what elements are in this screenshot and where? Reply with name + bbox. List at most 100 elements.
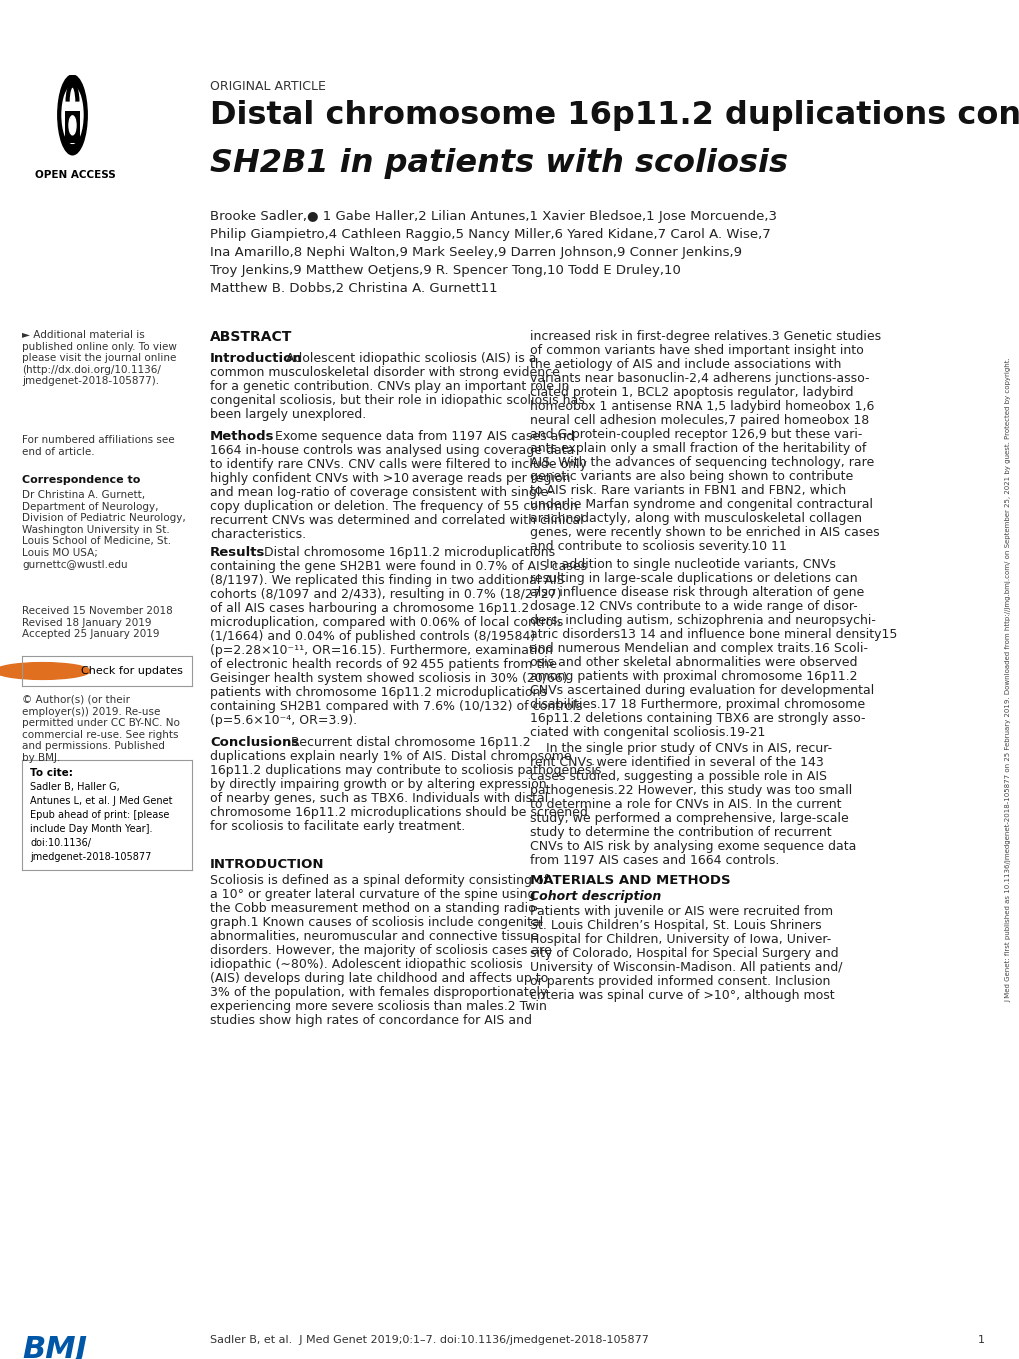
Text: copy duplication or deletion. The frequency of 55 common: copy duplication or deletion. The freque… (210, 500, 577, 512)
Circle shape (69, 116, 76, 135)
Text: the Cobb measurement method on a standing radio-: the Cobb measurement method on a standin… (210, 902, 540, 915)
Text: (AIS) develops during late childhood and affects up to: (AIS) develops during late childhood and… (210, 972, 548, 985)
Text: In the single prior study of CNVs in AIS, recur-: In the single prior study of CNVs in AIS… (530, 742, 832, 756)
Text: and G-protein-coupled receptor 126,9 but these vari-: and G-protein-coupled receptor 126,9 but… (530, 428, 861, 442)
Text: Sadler B, et al.  J Med Genet 2019;0:1–7. doi:10.1136/jmedgenet-2018-105877: Sadler B, et al. J Med Genet 2019;0:1–7.… (210, 1335, 648, 1345)
Text: Philip Giampietro,4 Cathleen Raggio,5 Nancy Miller,6 Yared Kidane,7 Carol A. Wis: Philip Giampietro,4 Cathleen Raggio,5 Na… (210, 228, 770, 241)
Text: 16p11.2 duplications may contribute to scoliosis pathogenesis: 16p11.2 duplications may contribute to s… (210, 764, 601, 777)
Text: Adolescent idiopathic scoliosis (AIS) is a: Adolescent idiopathic scoliosis (AIS) is… (278, 352, 536, 366)
Text: atric disorders13 14 and influence bone mineral density15: atric disorders13 14 and influence bone … (530, 628, 897, 641)
Text: also influence disease risk through alteration of gene: also influence disease risk through alte… (530, 586, 863, 599)
Text: neural cell adhesion molecules,7 paired homeobox 18: neural cell adhesion molecules,7 paired … (530, 414, 868, 427)
Text: congenital scoliosis, but their role in idiopathic scoliosis has: congenital scoliosis, but their role in … (210, 394, 584, 406)
Text: OPEN ACCESS: OPEN ACCESS (35, 170, 115, 179)
Text: to AIS risk. Rare variants in FBN1 and FBN2, which: to AIS risk. Rare variants in FBN1 and F… (530, 484, 846, 497)
Text: among patients with proximal chromosome 16p11.2: among patients with proximal chromosome … (530, 670, 857, 684)
Text: To cite:: To cite: (31, 768, 73, 777)
Text: the aetiology of AIS and include associations with: the aetiology of AIS and include associa… (530, 357, 841, 371)
Text: Introduction: Introduction (210, 352, 303, 366)
Text: osis and other skeletal abnormalities were observed: osis and other skeletal abnormalities we… (530, 656, 857, 669)
FancyBboxPatch shape (65, 111, 81, 144)
Text: dosage.12 CNVs contribute to a wide range of disor-: dosage.12 CNVs contribute to a wide rang… (530, 601, 857, 613)
Text: Distal chromosome 16p11.2 microduplications: Distal chromosome 16p11.2 microduplicati… (256, 546, 554, 559)
Text: Dr Christina A. Gurnett,
Department of Neurology,
Division of Pediatric Neurolog: Dr Christina A. Gurnett, Department of N… (22, 491, 185, 569)
Text: disorders. However, the majority of scoliosis cases are: disorders. However, the majority of scol… (210, 945, 551, 957)
Text: (p=2.28×10⁻¹¹, OR=16.15). Furthermore, examination: (p=2.28×10⁻¹¹, OR=16.15). Furthermore, e… (210, 644, 552, 656)
Text: sity of Colorado, Hospital for Special Surgery and: sity of Colorado, Hospital for Special S… (530, 947, 838, 959)
Text: of nearby genes, such as TBX6. Individuals with distal: of nearby genes, such as TBX6. Individua… (210, 792, 548, 805)
Text: study to determine the contribution of recurrent: study to determine the contribution of r… (530, 826, 830, 839)
Text: variants near basonuclin-2,4 adherens junctions-asso-: variants near basonuclin-2,4 adherens ju… (530, 372, 868, 385)
Text: ► Additional material is
published online only. To view
please visit the journal: ► Additional material is published onlin… (22, 330, 176, 386)
Text: cases studied, suggesting a possible role in AIS: cases studied, suggesting a possible rol… (530, 771, 826, 783)
Text: ciated protein 1, BCL2 apoptosis regulator, ladybird: ciated protein 1, BCL2 apoptosis regulat… (530, 386, 853, 400)
Text: to identify rare CNVs. CNV calls were filtered to include only: to identify rare CNVs. CNV calls were fi… (210, 458, 586, 472)
Text: a 10° or greater lateral curvature of the spine using: a 10° or greater lateral curvature of th… (210, 887, 535, 901)
Text: for a genetic contribution. CNVs play an important role in: for a genetic contribution. CNVs play an… (210, 381, 569, 393)
Text: ants explain only a small fraction of the heritability of: ants explain only a small fraction of th… (530, 442, 865, 455)
Text: J Med Genet: first published as 10.1136/jmedgenet-2018-105877 on 25 February 201: J Med Genet: first published as 10.1136/… (1004, 357, 1010, 1003)
Text: ORIGINAL ARTICLE: ORIGINAL ARTICLE (210, 80, 325, 92)
Text: experiencing more severe scoliosis than males.2 Twin: experiencing more severe scoliosis than … (210, 1000, 546, 1012)
Text: Received 15 November 2018
Revised 18 January 2019
Accepted 25 January 2019: Received 15 November 2018 Revised 18 Jan… (22, 606, 172, 639)
Text: In addition to single nucleotide variants, CNVs: In addition to single nucleotide variant… (530, 559, 835, 571)
Text: Troy Jenkins,9 Matthew Oetjens,9 R. Spencer Tong,10 Todd E Druley,10: Troy Jenkins,9 Matthew Oetjens,9 R. Spen… (210, 264, 681, 277)
Text: for scoliosis to facilitate early treatment.: for scoliosis to facilitate early treatm… (210, 819, 465, 833)
Text: (p=5.6×10⁻⁴, OR=3.9).: (p=5.6×10⁻⁴, OR=3.9). (210, 713, 357, 727)
Text: CNVs ascertained during evaluation for developmental: CNVs ascertained during evaluation for d… (530, 684, 873, 697)
Text: of all AIS cases harbouring a chromosome 16p11.2: of all AIS cases harbouring a chromosome… (210, 602, 529, 616)
Text: 1664 in-house controls was analysed using coverage data: 1664 in-house controls was analysed usin… (210, 444, 574, 457)
Text: of common variants have shed important insight into: of common variants have shed important i… (530, 344, 863, 357)
Text: characteristics.: characteristics. (210, 529, 306, 541)
Text: idiopathic (∼80%). Adolescent idiopathic scoliosis: idiopathic (∼80%). Adolescent idiopathic… (210, 958, 522, 970)
Text: containing the gene SH2B1 were found in 0.7% of AIS cases: containing the gene SH2B1 were found in … (210, 560, 587, 573)
Text: AIS. With the advances of sequencing technology, rare: AIS. With the advances of sequencing tec… (530, 457, 873, 469)
Text: underlie Marfan syndrome and congenital contractural: underlie Marfan syndrome and congenital … (530, 497, 872, 511)
Text: Methods: Methods (210, 429, 274, 443)
Text: Hospital for Children, University of Iowa, Univer-: Hospital for Children, University of Iow… (530, 934, 830, 946)
Text: Scoliosis is defined as a spinal deformity consisting of: Scoliosis is defined as a spinal deformi… (210, 874, 547, 887)
Text: 3% of the population, with females disproportionately: 3% of the population, with females dispr… (210, 987, 547, 999)
Circle shape (0, 663, 90, 680)
Text: recurrent CNVs was determined and correlated with clinical: recurrent CNVs was determined and correl… (210, 514, 583, 527)
Text: arachnodactyly, along with musculoskeletal collagen: arachnodactyly, along with musculoskelet… (530, 512, 861, 525)
Text: BMJ: BMJ (22, 1335, 87, 1359)
Text: 1: 1 (977, 1335, 984, 1345)
Text: increased risk in first-degree relatives.3 Genetic studies: increased risk in first-degree relatives… (530, 330, 880, 342)
Text: and contribute to scoliosis severity.10 11: and contribute to scoliosis severity.10 … (530, 540, 786, 553)
Text: studies show high rates of concordance for AIS and: studies show high rates of concordance f… (210, 1014, 532, 1027)
Text: disabilities.17 18 Furthermore, proximal chromosome: disabilities.17 18 Furthermore, proximal… (530, 699, 864, 711)
Text: 16p11.2 deletions containing TBX6 are strongly asso-: 16p11.2 deletions containing TBX6 are st… (530, 712, 865, 724)
Text: Ina Amarillo,8 Nephi Walton,9 Mark Seeley,9 Darren Johnson,9 Conner Jenkins,9: Ina Amarillo,8 Nephi Walton,9 Mark Seele… (210, 246, 741, 260)
Text: Recurrent distal chromosome 16p11.2: Recurrent distal chromosome 16p11.2 (282, 737, 530, 749)
Text: Copy-number variation: Copy-number variation (829, 35, 990, 49)
Text: chromosome 16p11.2 microduplications should be screened: chromosome 16p11.2 microduplications sho… (210, 806, 587, 819)
Text: University of Wisconsin-Madison. All patients and/: University of Wisconsin-Madison. All pat… (530, 961, 842, 974)
Text: study, we performed a comprehensive, large-scale: study, we performed a comprehensive, lar… (530, 811, 848, 825)
Text: ABSTRACT: ABSTRACT (210, 330, 292, 344)
Text: and mean log-ratio of coverage consistent with single-: and mean log-ratio of coverage consisten… (210, 487, 552, 499)
Text: © Author(s) (or their
employer(s)) 2019. Re-use
permitted under CC BY-NC. No
com: © Author(s) (or their employer(s)) 2019.… (22, 694, 179, 762)
Text: Brooke Sadler,● 1 Gabe Haller,2 Lilian Antunes,1 Xavier Bledsoe,1 Jose Morcuende: Brooke Sadler,● 1 Gabe Haller,2 Lilian A… (210, 211, 776, 223)
Text: ciated with congenital scoliosis.19-21: ciated with congenital scoliosis.19-21 (530, 726, 764, 739)
Text: by directly impairing growth or by altering expression: by directly impairing growth or by alter… (210, 777, 546, 791)
Text: common musculoskeletal disorder with strong evidence: common musculoskeletal disorder with str… (210, 366, 559, 379)
Text: St. Louis Children’s Hospital, St. Louis Shriners: St. Louis Children’s Hospital, St. Louis… (530, 919, 821, 932)
Text: from 1197 AIS cases and 1664 controls.: from 1197 AIS cases and 1664 controls. (530, 853, 779, 867)
Text: MATERIALS AND METHODS: MATERIALS AND METHODS (530, 874, 730, 887)
Text: Sadler B, Haller G,
Antunes L, et al. J Med Genet
Epub ahead of print: [please
i: Sadler B, Haller G, Antunes L, et al. J … (31, 781, 173, 862)
Text: ders, including autism, schizophrenia and neuropsychi-: ders, including autism, schizophrenia an… (530, 614, 875, 626)
Text: Patients with juvenile or AIS were recruited from: Patients with juvenile or AIS were recru… (530, 905, 833, 917)
Text: Correspondence to: Correspondence to (22, 476, 141, 485)
Text: Matthew B. Dobbs,2 Christina A. Gurnett11: Matthew B. Dobbs,2 Christina A. Gurnett1… (210, 283, 497, 295)
Circle shape (62, 87, 83, 144)
Text: graph.1 Known causes of scoliosis include congenital: graph.1 Known causes of scoliosis includ… (210, 916, 543, 930)
Text: to determine a role for CNVs in AIS. In the current: to determine a role for CNVs in AIS. In … (530, 798, 841, 811)
Text: Conclusions: Conclusions (210, 737, 299, 749)
Text: rent CNVs were identified in several of the 143: rent CNVs were identified in several of … (530, 756, 823, 769)
Text: containing SH2B1 compared with 7.6% (10/132) of controls: containing SH2B1 compared with 7.6% (10/… (210, 700, 582, 713)
Text: Geisinger health system showed scoliosis in 30% (20/66): Geisinger health system showed scoliosis… (210, 671, 567, 685)
Text: Cohort description: Cohort description (530, 890, 660, 902)
Text: resulting in large-scale duplications or deletions can: resulting in large-scale duplications or… (530, 572, 857, 584)
Text: SH2B1 in patients with scoliosis: SH2B1 in patients with scoliosis (210, 148, 788, 179)
